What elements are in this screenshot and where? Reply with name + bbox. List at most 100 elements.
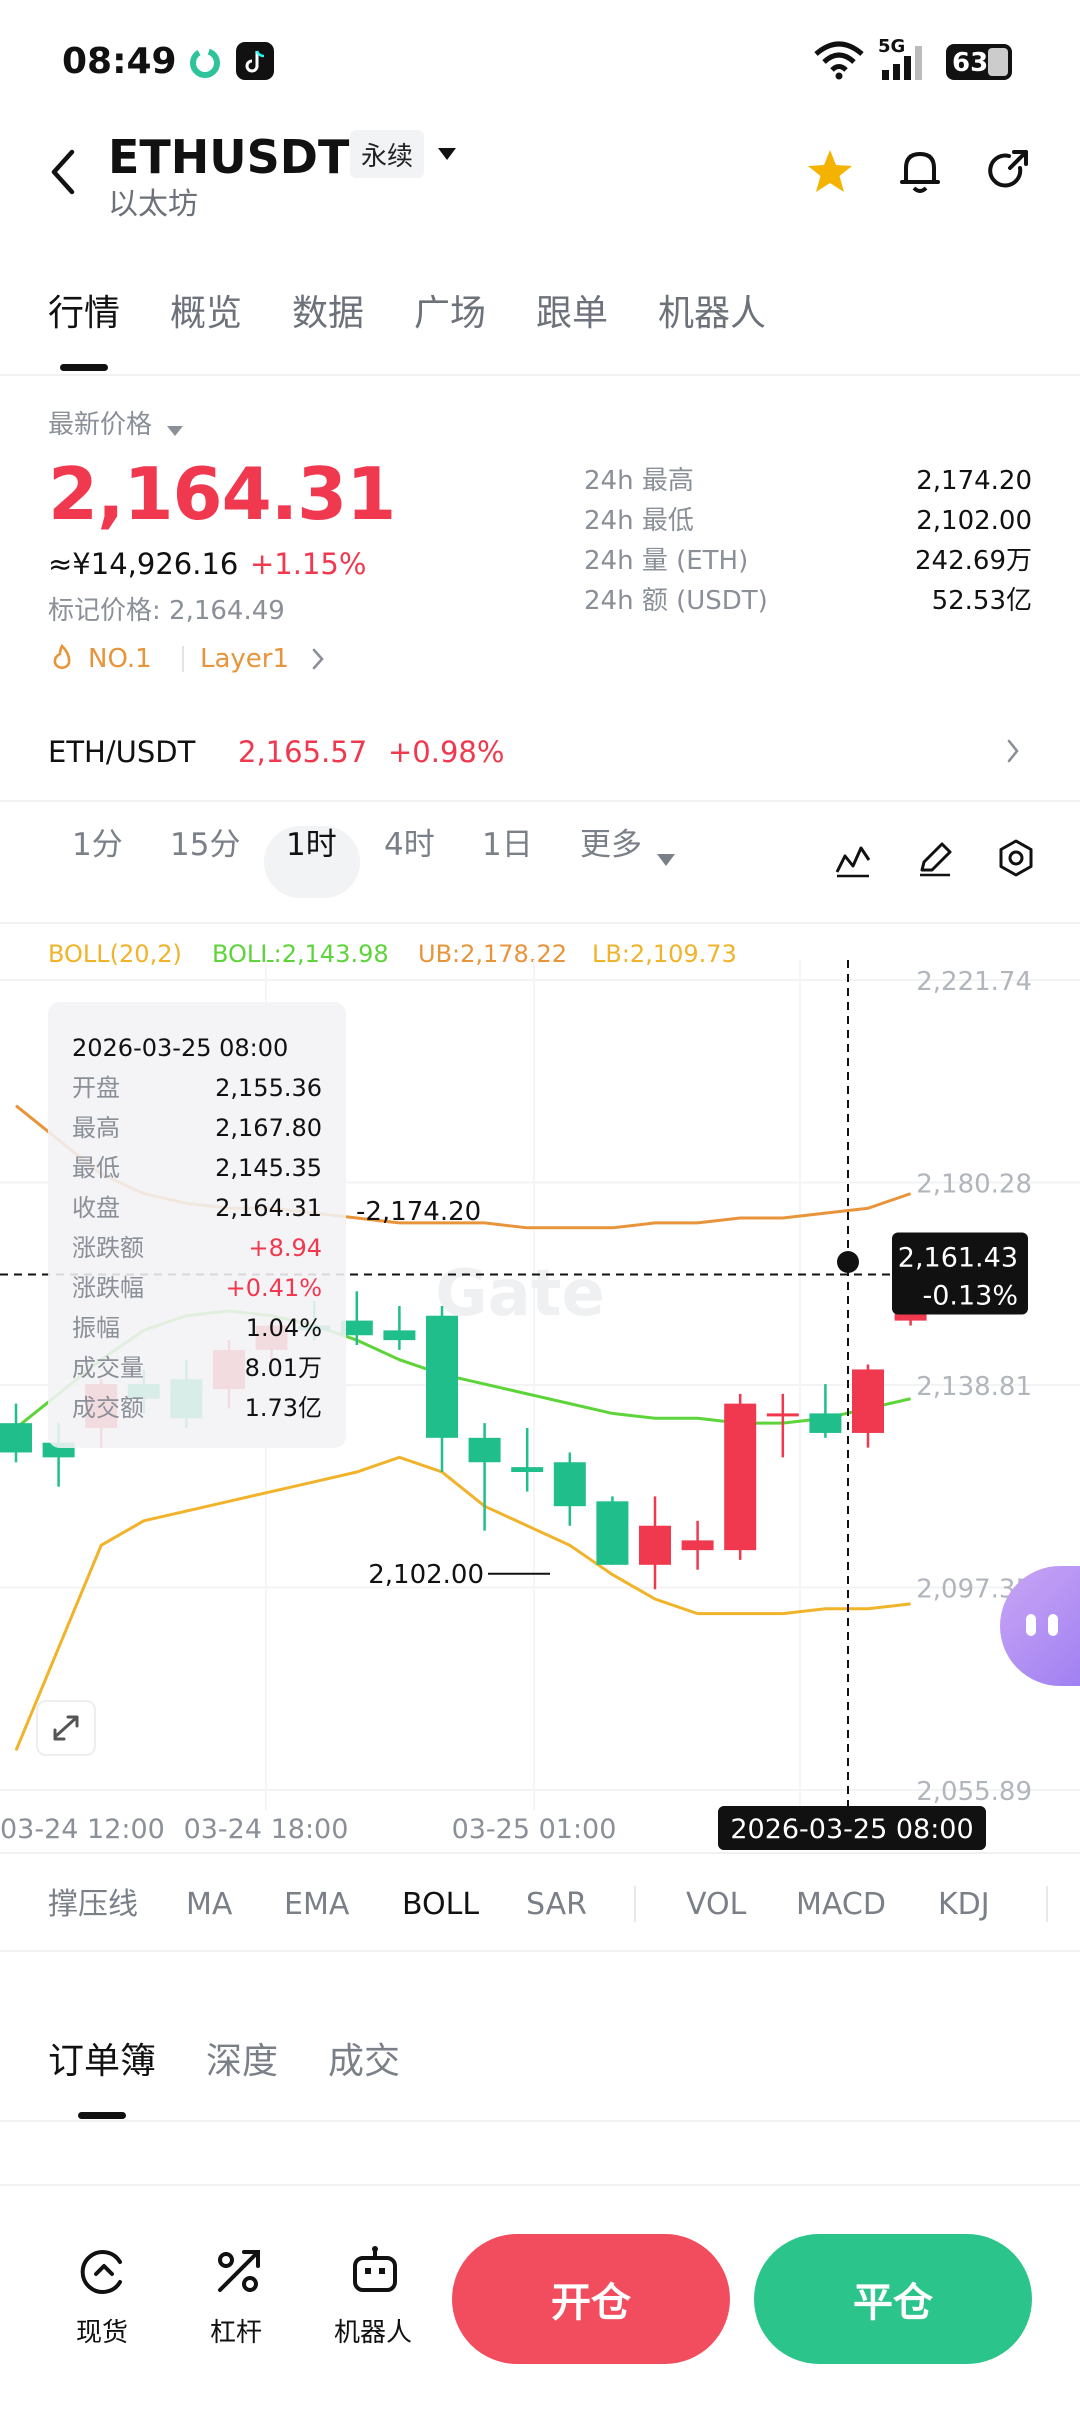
boll-ub: UB:2,178.22 <box>418 940 567 968</box>
interval-more[interactable]: 更多 <box>580 827 642 863</box>
ind-separator <box>634 1886 636 1922</box>
candle-body <box>724 1403 757 1551</box>
tooltip-row-value: 2,167.80 <box>215 1114 322 1142</box>
bottom-nav-bot[interactable]: 机器人 <box>330 2244 420 2354</box>
tooltip-row-value: +8.94 <box>248 1234 322 1262</box>
rank-tag[interactable]: NO.1 <box>88 644 152 674</box>
tab-overview[interactable]: 概览 <box>170 293 243 334</box>
boll-label: BOLL(20,2) <box>48 940 182 968</box>
chevron-right-icon[interactable] <box>310 646 326 672</box>
candle-body <box>0 1423 32 1453</box>
x-axis-label: 03-24 12:00 <box>0 1814 165 1845</box>
tooltip-row-label: 振幅 <box>72 1314 120 1342</box>
interval-1m[interactable]: 1分 <box>72 827 123 863</box>
share-icon[interactable] <box>986 148 1032 194</box>
candle-tooltip: 2026-03-25 08:00 开盘 2,155.36 最高 2,167.80 最低 2… <box>48 1002 346 1448</box>
star-icon[interactable] <box>806 148 854 194</box>
stat-label: 24h 额 (USDT) <box>584 586 768 616</box>
latest-price-label[interactable]: 最新价格 <box>48 410 153 440</box>
boll-lb: LB:2,109.73 <box>592 940 737 968</box>
tab-copy-trade[interactable]: 跟单 <box>536 293 609 334</box>
divider <box>0 2184 1080 2186</box>
tooltip-row-label: 最低 <box>72 1154 120 1182</box>
expand-icon[interactable] <box>36 1700 96 1756</box>
crosshair-time: 2026-03-25 08:00 <box>730 1814 973 1845</box>
sector-tag[interactable]: Layer1 <box>200 644 290 674</box>
pair-subtitle: 以太坊 <box>108 187 198 222</box>
open-position-button[interactable]: 开仓 <box>452 2234 730 2364</box>
pair-dropdown-icon[interactable] <box>436 146 458 162</box>
crosshair-price: 2,161.43 <box>898 1243 1018 1274</box>
tab-orderbook[interactable]: 订单簿 <box>48 2041 157 2082</box>
tooltip-row-value: 2,145.35 <box>215 1154 322 1182</box>
interval-4h[interactable]: 4时 <box>384 827 435 863</box>
robot-icon <box>353 2246 397 2292</box>
chart-settings-icon[interactable] <box>996 838 1036 878</box>
tab-depth[interactable]: 深度 <box>206 2041 279 2082</box>
crosshair-dot <box>837 1250 859 1273</box>
interval-1d[interactable]: 1日 <box>482 827 533 863</box>
interval-1h[interactable]: 1时 <box>286 827 337 863</box>
ind-tab-kdj[interactable]: KDJ <box>938 1887 990 1922</box>
tooltip-row-label: 涨跌幅 <box>72 1274 144 1302</box>
crosshair-time-box <box>718 1806 986 1850</box>
interval-15m[interactable]: 15分 <box>170 827 241 863</box>
bell-icon[interactable] <box>896 146 944 196</box>
divider <box>0 1852 1080 1854</box>
pair-title[interactable]: ETHUSDT <box>108 130 350 184</box>
divider <box>0 374 1080 376</box>
spot-icon <box>80 2250 122 2294</box>
candle-body <box>639 1525 671 1565</box>
battery-icon: 63 <box>946 44 1012 80</box>
ind-tab-macd[interactable]: MACD <box>796 1887 886 1922</box>
candle-body <box>383 1330 416 1341</box>
contract-type-badge[interactable]: 永续 <box>350 130 424 178</box>
spot-pair-row[interactable]: ETH/USDT 2,165.57 +0.98% <box>0 720 1080 784</box>
indicator-settings-icon[interactable] <box>834 840 872 878</box>
latest-price-dropdown-icon[interactable] <box>166 422 184 436</box>
draw-icon[interactable] <box>916 840 954 878</box>
tooltip-row-label: 最高 <box>72 1114 120 1142</box>
candle-body <box>340 1320 373 1336</box>
bottom-nav-spot[interactable]: 现货 <box>64 2244 144 2354</box>
candlestick-chart[interactable]: 2,221.742,180.282,138.812,097.352,055.89… <box>0 960 1080 1860</box>
tag-separator <box>182 646 184 672</box>
chevron-down-icon[interactable] <box>656 852 676 866</box>
tiktok-icon <box>236 42 274 80</box>
tooltip-row-label: 涨跌额 <box>72 1234 144 1262</box>
tab-trades[interactable]: 成交 <box>328 2041 401 2082</box>
divider <box>0 800 1080 802</box>
close-position-button[interactable]: 平仓 <box>754 2234 1032 2364</box>
tab-bot[interactable]: 机器人 <box>658 293 767 334</box>
candle-body <box>809 1413 842 1433</box>
ind-tab-sar[interactable]: SAR <box>526 1887 587 1922</box>
bottom-nav-margin[interactable]: 杠杆 <box>198 2244 278 2354</box>
tooltip-row-value: 2,164.31 <box>215 1194 322 1222</box>
ind-tab-ema[interactable]: EMA <box>284 1887 350 1922</box>
wifi-icon <box>812 40 866 80</box>
back-icon[interactable] <box>44 146 84 198</box>
change-percent: +1.15% <box>250 547 367 581</box>
ind-tab-vol[interactable]: VOL <box>686 1887 747 1922</box>
tab-data[interactable]: 数据 <box>292 293 365 334</box>
fire-icon <box>50 643 74 674</box>
tooltip-row-value: +0.41% <box>225 1274 322 1302</box>
candle-body <box>553 1462 586 1507</box>
crosshair-price-box <box>892 1232 1028 1315</box>
ind-tab-support[interactable]: 撑压线 <box>48 1887 138 1922</box>
x-axis-label: 03-25 01:00 <box>452 1814 617 1845</box>
candle-body <box>852 1369 884 1433</box>
crosshair-change: -0.13% <box>922 1281 1018 1312</box>
stat-value: 242.69万 <box>915 546 1032 576</box>
boll-lower-line <box>14 1455 911 1751</box>
stat-label: 24h 最低 <box>584 506 694 536</box>
ind-tab-ma[interactable]: MA <box>186 1887 233 1922</box>
signal-icon <box>880 44 930 82</box>
ind-tab-boll[interactable]: BOLL <box>402 1887 480 1922</box>
candle-body <box>468 1437 501 1463</box>
divider <box>0 922 1080 924</box>
tab-square[interactable]: 广场 <box>414 293 487 334</box>
tab-market[interactable]: 行情 <box>48 293 121 334</box>
tooltip-row-label: 成交量 <box>72 1354 144 1382</box>
candle-body <box>426 1315 458 1438</box>
